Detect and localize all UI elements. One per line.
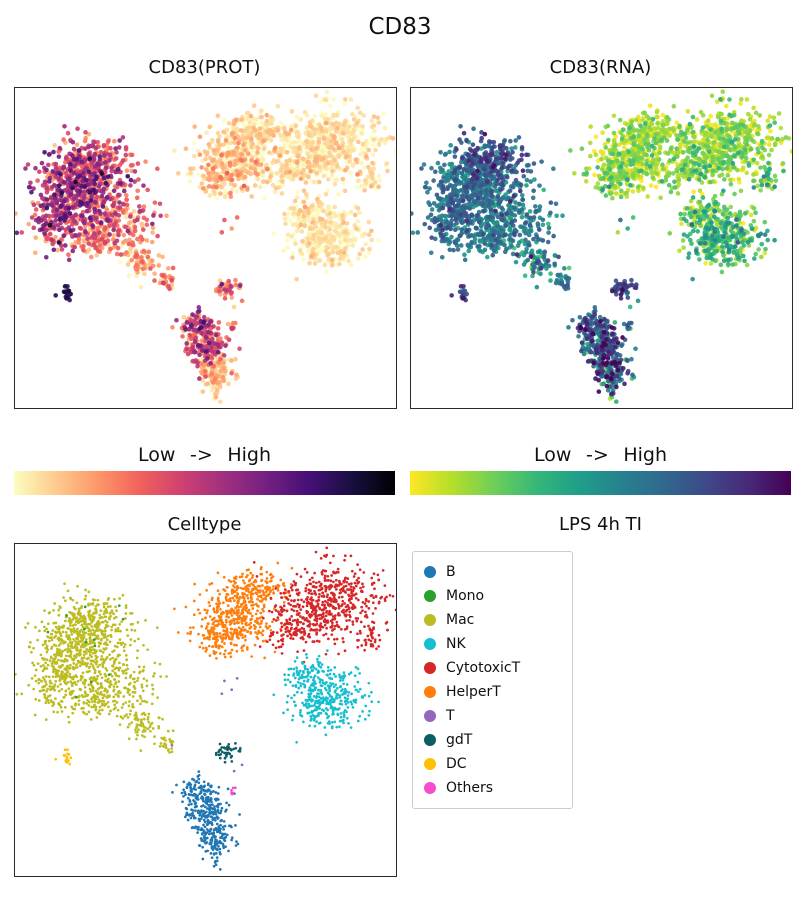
legend-label: CytotoxicT	[446, 660, 521, 676]
legend-item-b: B	[424, 560, 572, 584]
legend-label: Mono	[446, 588, 485, 604]
legend-marker-icon	[424, 638, 436, 650]
legend-item-nk: NK	[424, 632, 572, 656]
legend-marker-icon	[424, 614, 436, 626]
figure-title: CD83	[368, 14, 432, 40]
panel-title-rna: CD83(RNA)	[549, 57, 652, 78]
colorbar-label-prot: Low -> High	[137, 444, 272, 466]
legend-label: Mac	[446, 612, 475, 628]
legend-marker-icon	[424, 662, 436, 674]
legend-marker-icon	[424, 566, 436, 578]
colorbar-rna	[410, 471, 791, 495]
umap-canvas-prot	[14, 87, 397, 409]
legend-item-others: Others	[424, 776, 572, 800]
legend-item-helpert: HelperT	[424, 680, 572, 704]
legend-label: B	[446, 564, 456, 580]
legend-title: LPS 4h TI	[559, 514, 642, 535]
legend-marker-icon	[424, 758, 436, 770]
legend-label: gdT	[446, 732, 473, 748]
legend-item-cytotoxict: CytotoxicT	[424, 656, 572, 680]
colorbar-prot	[14, 471, 395, 495]
legend-item-mono: Mono	[424, 584, 572, 608]
legend-marker-icon	[424, 590, 436, 602]
legend-marker-icon	[424, 782, 436, 794]
legend-item-gdt: gdT	[424, 728, 572, 752]
umap-canvas-celltype	[14, 543, 397, 877]
legend-item-t: T	[424, 704, 572, 728]
legend-label: DC	[446, 756, 467, 772]
legend-marker-icon	[424, 686, 436, 698]
legend-marker-icon	[424, 734, 436, 746]
legend-label: HelperT	[446, 684, 501, 700]
panel-title-prot: CD83(PROT)	[148, 57, 261, 78]
umap-canvas-rna	[410, 87, 793, 409]
legend-label: NK	[446, 636, 466, 652]
legend-item-dc: DC	[424, 752, 572, 776]
legend-label: T	[446, 708, 455, 724]
legend-marker-icon	[424, 710, 436, 722]
colorbar-label-rna: Low -> High	[533, 444, 668, 466]
legend-item-mac: Mac	[424, 608, 572, 632]
panel-title-celltype: Celltype	[167, 514, 242, 535]
legend-label: Others	[446, 780, 494, 796]
